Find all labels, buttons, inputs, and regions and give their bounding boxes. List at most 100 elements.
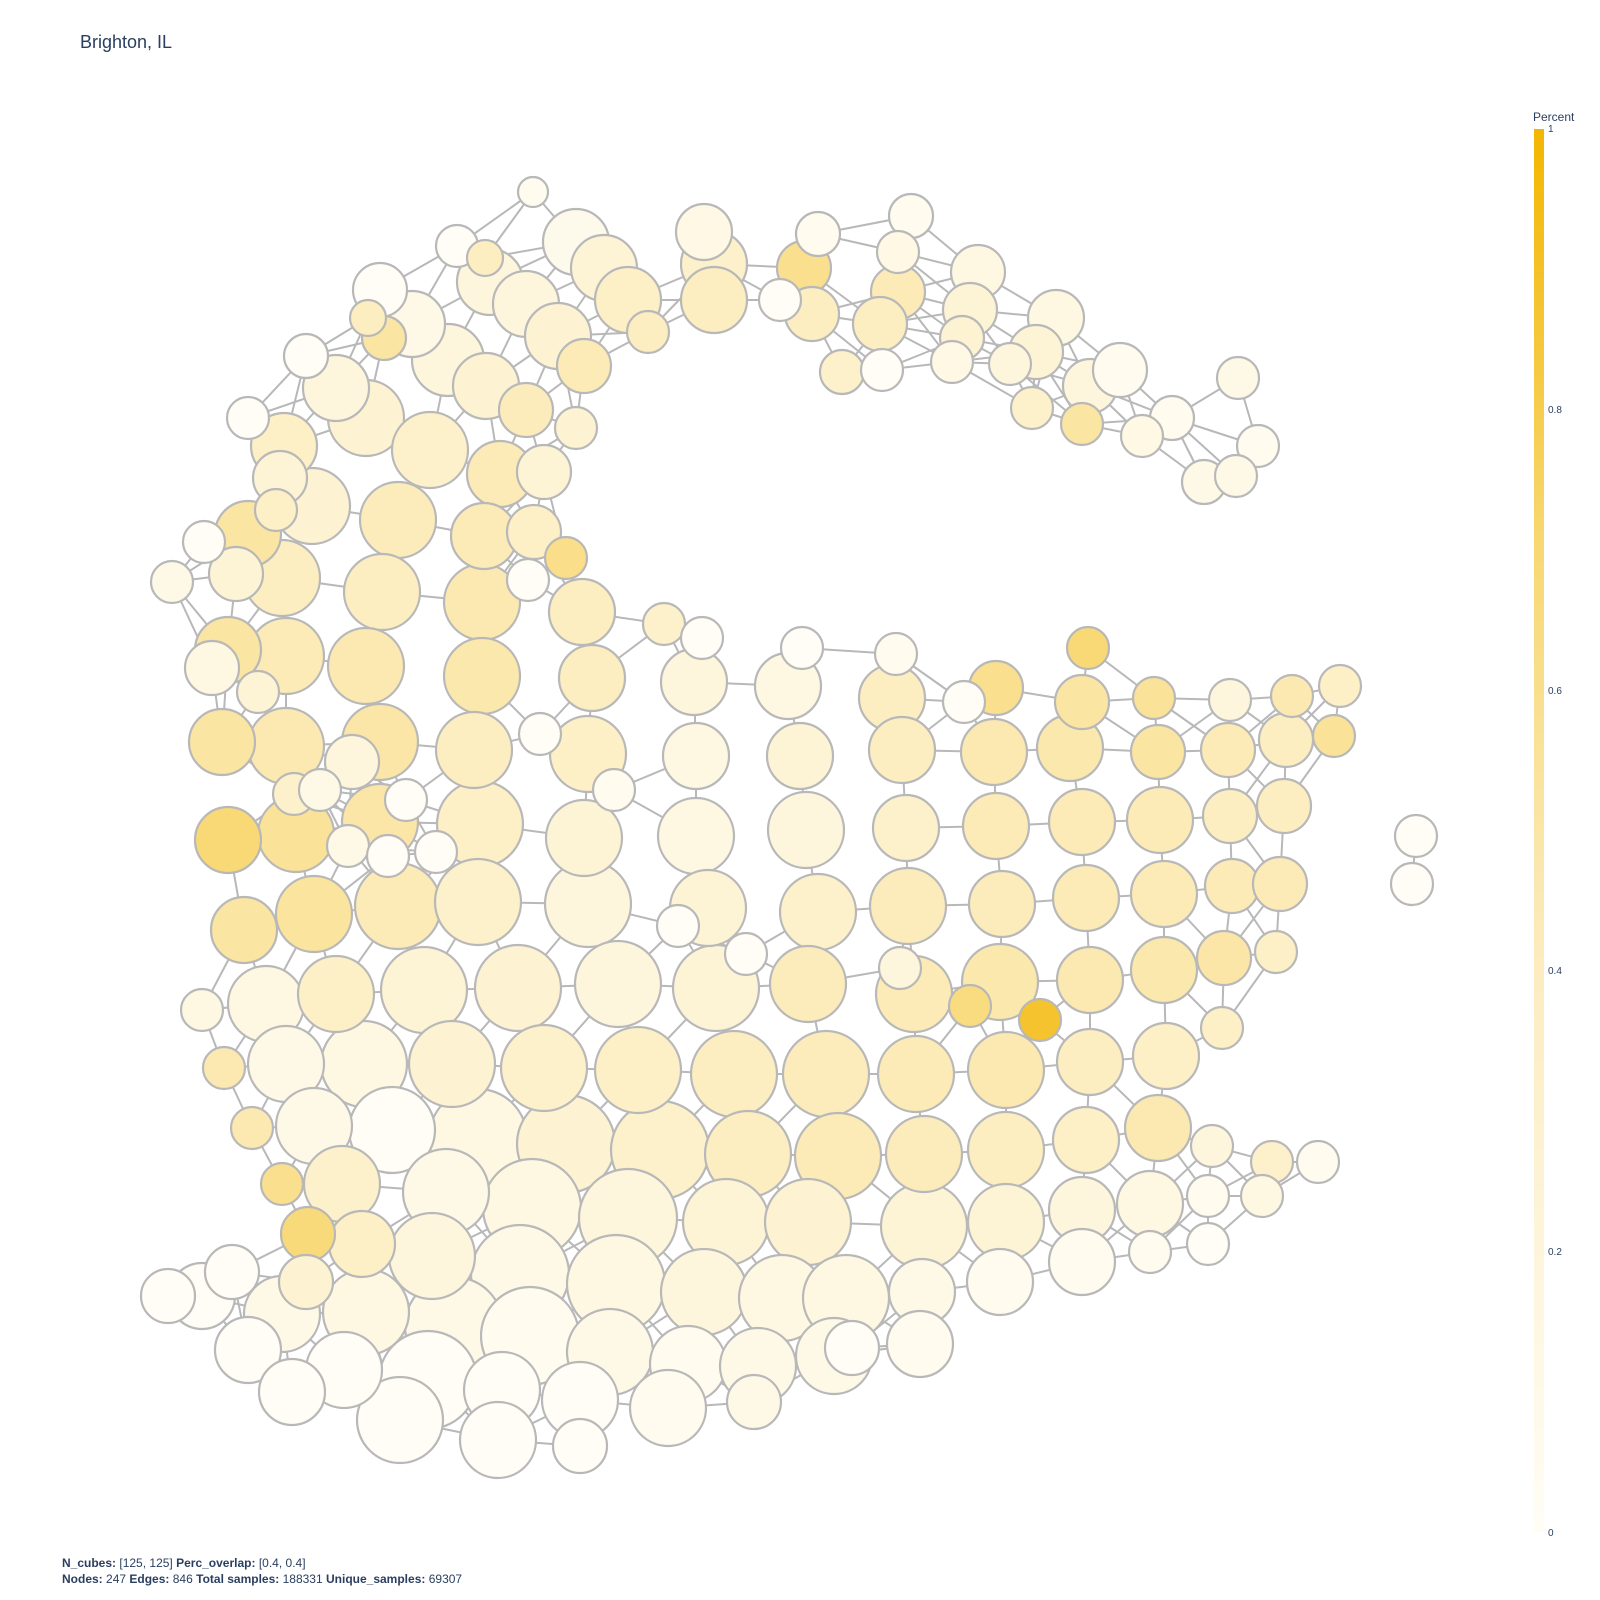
- graph-node[interactable]: [551, 1417, 609, 1475]
- graph-node[interactable]: [139, 1267, 197, 1325]
- graph-node[interactable]: [859, 347, 905, 393]
- graph-node[interactable]: [929, 339, 975, 385]
- graph-node[interactable]: [873, 631, 919, 677]
- graph-node[interactable]: [1195, 929, 1253, 987]
- graph-node[interactable]: [557, 643, 627, 713]
- graph-node[interactable]: [947, 983, 993, 1029]
- graph-node[interactable]: [1059, 401, 1105, 447]
- graph-node[interactable]: [253, 487, 299, 533]
- graph-node[interactable]: [1065, 625, 1111, 671]
- graph-node[interactable]: [544, 798, 624, 878]
- graph-node[interactable]: [723, 931, 769, 977]
- graph-node[interactable]: [625, 309, 671, 355]
- graph-node[interactable]: [1203, 857, 1261, 915]
- graph-node[interactable]: [661, 721, 731, 791]
- graph-node[interactable]: [465, 238, 505, 278]
- graph-node[interactable]: [355, 1375, 445, 1465]
- graph-node[interactable]: [1213, 453, 1259, 499]
- graph-node[interactable]: [1185, 1173, 1231, 1219]
- graph-node[interactable]: [353, 861, 443, 951]
- graph-node[interactable]: [1053, 673, 1111, 731]
- graph-node[interactable]: [183, 639, 241, 697]
- graph-node[interactable]: [768, 944, 848, 1024]
- graph-node[interactable]: [1257, 711, 1315, 769]
- graph-node[interactable]: [499, 1023, 589, 1113]
- graph-node[interactable]: [1185, 1221, 1231, 1267]
- graph-node[interactable]: [884, 1114, 964, 1194]
- graph-node[interactable]: [655, 903, 701, 949]
- graph-node[interactable]: [967, 869, 1037, 939]
- graph-node[interactable]: [641, 601, 687, 647]
- graph-node[interactable]: [1055, 945, 1125, 1015]
- graph-node[interactable]: [383, 777, 429, 823]
- graph-node[interactable]: [257, 1357, 327, 1427]
- graph-node[interactable]: [458, 1400, 538, 1480]
- graph-node[interactable]: [1115, 1169, 1185, 1239]
- graph-node[interactable]: [961, 791, 1031, 861]
- graph-node[interactable]: [966, 1030, 1046, 1110]
- graph-node[interactable]: [876, 1034, 956, 1114]
- graph-node[interactable]: [365, 833, 411, 879]
- graph-node[interactable]: [593, 1025, 683, 1115]
- graph-node[interactable]: [573, 939, 663, 1029]
- graph-node[interactable]: [279, 1205, 337, 1263]
- graph-node[interactable]: [1119, 413, 1165, 459]
- graph-node[interactable]: [327, 1209, 397, 1279]
- graph-node[interactable]: [987, 341, 1033, 387]
- graph-node[interactable]: [413, 829, 459, 875]
- graph-node[interactable]: [1189, 1123, 1235, 1169]
- graph-node[interactable]: [1055, 1027, 1125, 1097]
- graph-node[interactable]: [1251, 855, 1309, 913]
- graph-node[interactable]: [282, 332, 330, 380]
- graph-node[interactable]: [181, 519, 227, 565]
- graph-node[interactable]: [225, 395, 271, 441]
- graph-node[interactable]: [515, 443, 573, 501]
- graph-node[interactable]: [868, 866, 948, 946]
- graph-node[interactable]: [209, 895, 279, 965]
- graph-node[interactable]: [1269, 673, 1315, 719]
- graph-node[interactable]: [1129, 935, 1199, 1005]
- graph-node[interactable]: [1047, 1227, 1117, 1297]
- graph-node[interactable]: [1123, 1093, 1193, 1163]
- graph-node[interactable]: [1389, 861, 1435, 907]
- graph-node[interactable]: [628, 1368, 708, 1448]
- graph-node[interactable]: [179, 987, 225, 1033]
- graph-node[interactable]: [516, 175, 550, 209]
- graph-node[interactable]: [1215, 355, 1261, 401]
- graph-node[interactable]: [851, 295, 909, 353]
- graph-node[interactable]: [555, 337, 613, 395]
- graph-node[interactable]: [877, 945, 923, 991]
- graph-node[interactable]: [1091, 341, 1149, 399]
- graph-node[interactable]: [766, 790, 846, 870]
- graph-node[interactable]: [1129, 723, 1187, 781]
- graph-node[interactable]: [778, 872, 858, 952]
- graph-node[interactable]: [1051, 1105, 1121, 1175]
- graph-node[interactable]: [879, 1181, 969, 1271]
- graph-node[interactable]: [1317, 663, 1363, 709]
- graph-node[interactable]: [1009, 385, 1055, 431]
- graph-node[interactable]: [867, 715, 937, 785]
- graph-node[interactable]: [342, 552, 422, 632]
- graph-node[interactable]: [497, 381, 555, 439]
- graph-node[interactable]: [966, 1110, 1046, 1190]
- graph-node[interactable]: [1129, 859, 1199, 929]
- graph-node[interactable]: [1295, 1139, 1341, 1185]
- graph-node[interactable]: [259, 1161, 305, 1207]
- graph-node[interactable]: [201, 1045, 247, 1091]
- graph-node[interactable]: [763, 1177, 853, 1267]
- graph-node[interactable]: [1047, 787, 1117, 857]
- graph-node[interactable]: [434, 710, 514, 790]
- graph-node[interactable]: [1017, 997, 1063, 1043]
- graph-node[interactable]: [1199, 721, 1257, 779]
- graph-node[interactable]: [765, 721, 835, 791]
- graph-node[interactable]: [794, 210, 842, 258]
- graph-node[interactable]: [1207, 677, 1253, 723]
- graph-node[interactable]: [659, 1247, 749, 1337]
- graph-node[interactable]: [1127, 1229, 1173, 1275]
- graph-node[interactable]: [1239, 1173, 1285, 1219]
- graph-node[interactable]: [679, 265, 749, 335]
- graph-node[interactable]: [757, 277, 803, 323]
- graph-node[interactable]: [547, 577, 617, 647]
- graph-node[interactable]: [941, 679, 987, 725]
- graph-node[interactable]: [543, 535, 589, 581]
